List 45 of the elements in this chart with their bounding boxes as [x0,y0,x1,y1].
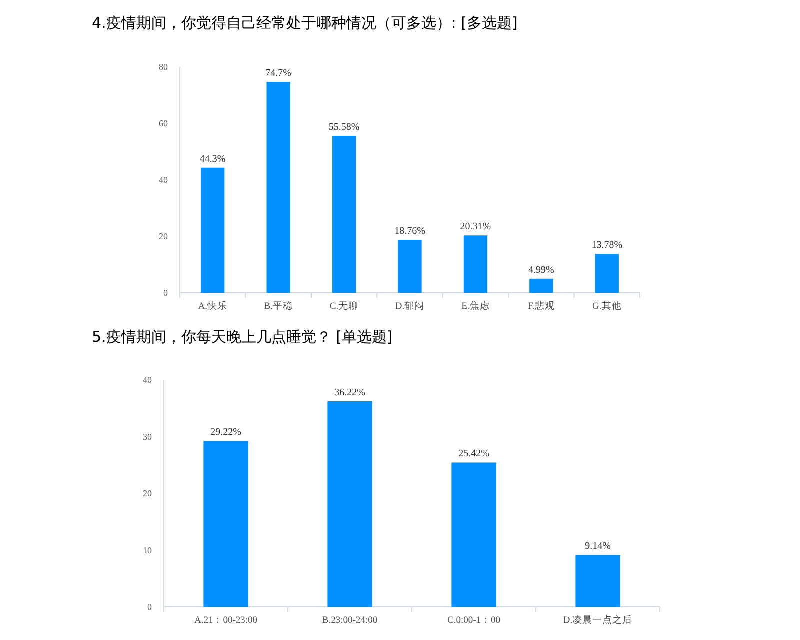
y-tick-label: 40 [159,175,168,185]
chart-title: 5.疫情期间，你每天晚上几点睡觉？ [单选题] [92,328,393,346]
bar [398,240,422,293]
y-tick-label: 30 [143,432,152,442]
chart-title: 4.疫情期间，你觉得自己经常处于哪种情况（可多选）: [多选题] [92,14,518,32]
y-tick-label: 40 [143,375,152,385]
bar [530,278,554,293]
data-label: 55.58% [328,122,360,133]
bar [328,401,372,607]
data-label: 25.42% [458,448,490,460]
data-label: 36.22% [334,387,366,398]
y-tick-label: 0 [148,602,152,612]
y-tick-label: 0 [164,288,168,298]
x-tick-label: B.平稳 [264,300,293,312]
data-label: 9.14% [585,541,611,552]
data-label: 18.76% [394,226,426,238]
data-label: 4.99% [528,264,554,276]
y-tick-label: 10 [143,545,152,556]
bar [201,168,225,293]
x-tick-label: D.凌晨一点之后 [563,614,633,626]
y-tick-label: 80 [159,62,168,72]
bar [332,136,356,293]
data-label: 13.78% [592,240,623,252]
x-tick-label: E.焦虑 [462,300,490,312]
x-tick-label: A.快乐 [198,300,228,312]
bar [576,555,620,607]
x-tick-label: A.21：00-23:00 [194,616,258,626]
bar [204,441,248,607]
bar [595,254,619,293]
x-tick-label: B.23:00-24:00 [322,616,378,626]
y-tick-label: 60 [159,118,168,128]
data-label: 44.3% [200,154,226,165]
y-tick-label: 20 [159,232,168,242]
bar [464,236,488,293]
bar [452,462,496,607]
x-tick-label: D.郁闷 [395,300,425,312]
data-label: 20.31% [460,222,492,233]
y-tick-label: 20 [143,488,152,498]
data-label: 74.7% [266,68,292,79]
bar [266,82,290,293]
x-tick-label: F.悲观 [528,300,555,312]
data-label: 29.22% [210,427,242,438]
x-tick-label: C.无聊 [330,300,359,312]
x-tick-label: C.0:00-1：00 [447,616,501,626]
x-tick-label: G.其他 [592,300,622,312]
